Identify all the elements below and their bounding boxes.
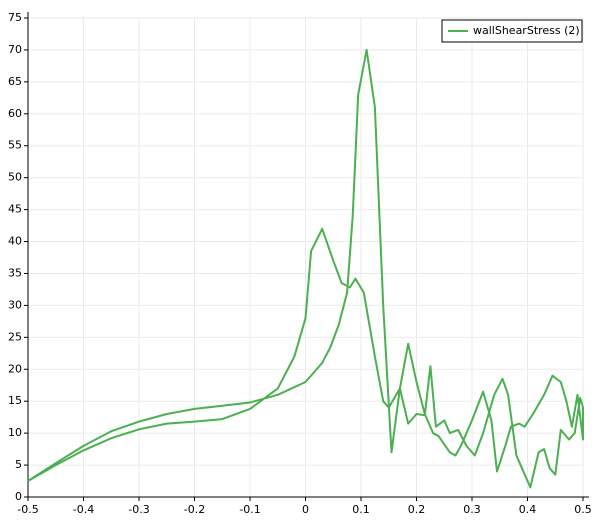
data-line bbox=[27, 48, 584, 489]
y-tick-label: 45 bbox=[8, 203, 22, 216]
x-tick-label: -0.5 bbox=[17, 503, 38, 516]
x-tick-label: -0.3 bbox=[128, 503, 149, 516]
y-tick-label: 65 bbox=[8, 75, 22, 88]
y-tick-label: 0 bbox=[15, 490, 22, 503]
x-tick-label: 0.2 bbox=[408, 503, 426, 516]
legend-label: wallShearStress (2) bbox=[473, 24, 580, 37]
y-tick-label: 10 bbox=[8, 426, 22, 439]
y-tick-label: 60 bbox=[8, 107, 22, 120]
y-tick-label: 5 bbox=[15, 458, 22, 471]
x-tick-label: 0.4 bbox=[519, 503, 537, 516]
y-tick-label: 35 bbox=[8, 266, 22, 279]
x-tick-label: 0.1 bbox=[352, 503, 370, 516]
y-tick-label: 75 bbox=[8, 11, 22, 24]
x-tick-label: -0.2 bbox=[184, 503, 205, 516]
y-tick-label: 20 bbox=[8, 362, 22, 375]
y-tick-label: 55 bbox=[8, 139, 22, 152]
x-tick-label: -0.1 bbox=[239, 503, 260, 516]
x-tick-label: -0.4 bbox=[73, 503, 94, 516]
y-tick-label: 30 bbox=[8, 298, 22, 311]
x-tick-label: 0 bbox=[302, 503, 309, 516]
legend-box bbox=[441, 19, 583, 43]
y-tick-label: 70 bbox=[8, 43, 22, 56]
x-tick-label: 0.3 bbox=[463, 503, 481, 516]
legend: wallShearStress (2) bbox=[441, 19, 583, 43]
y-tick-label: 25 bbox=[8, 330, 22, 343]
y-tick-label: 15 bbox=[8, 394, 22, 407]
y-tick-label: 50 bbox=[8, 171, 22, 184]
y-tick-label: 40 bbox=[8, 235, 22, 248]
x-tick-label: 0.5 bbox=[574, 503, 592, 516]
